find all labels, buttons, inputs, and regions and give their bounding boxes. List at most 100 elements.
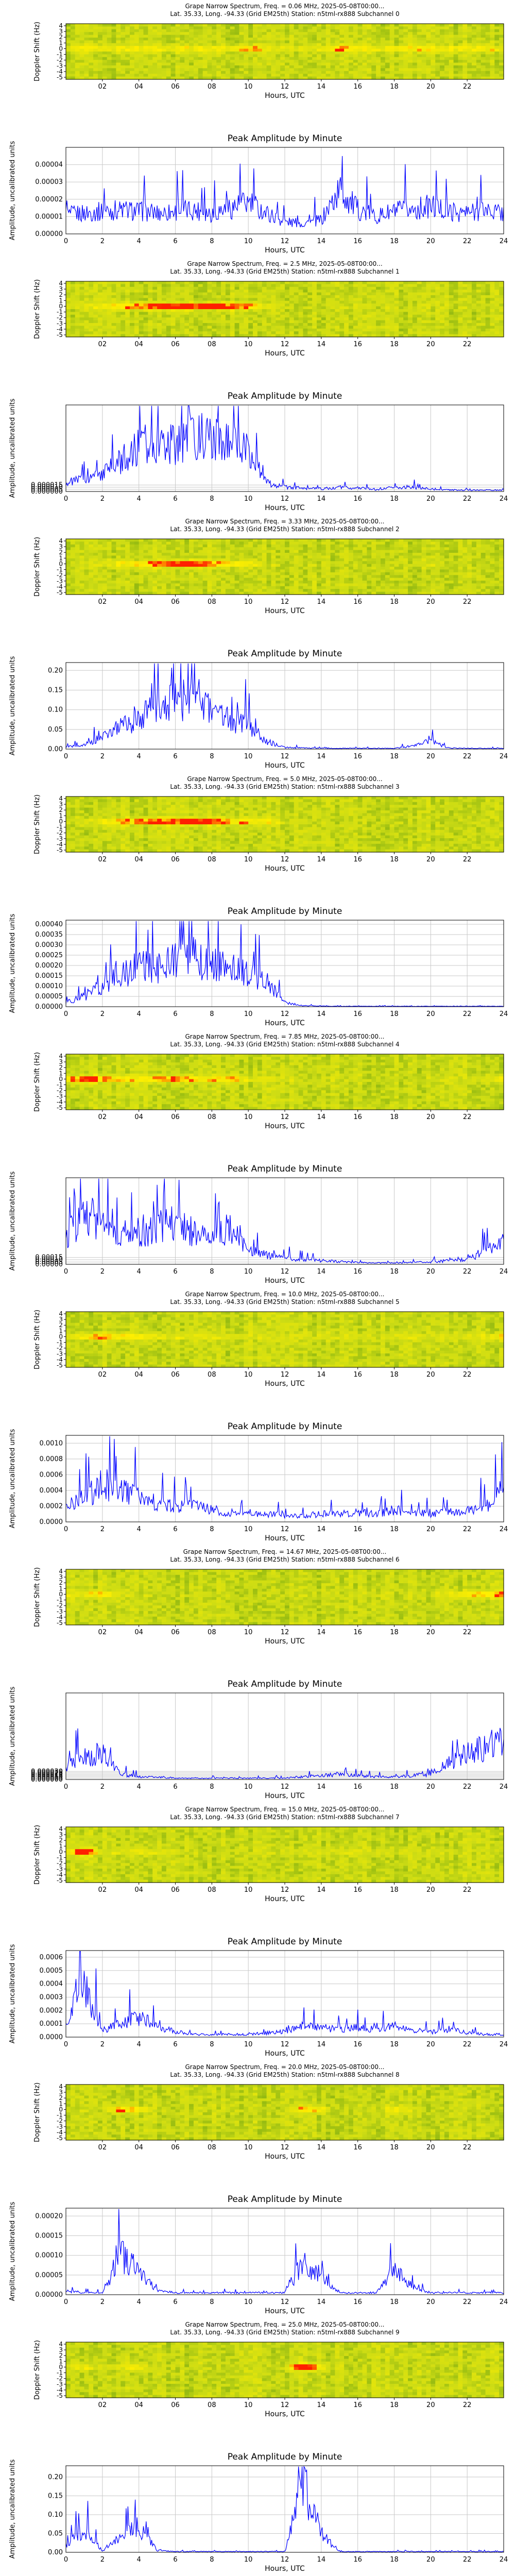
- spectrogram-cell: [325, 281, 331, 284]
- spectrogram-cell: [221, 591, 226, 595]
- spectrogram-cell: [335, 32, 340, 36]
- spectrogram-cell: [116, 317, 121, 321]
- spectrogram-cell: [248, 550, 253, 553]
- spectrogram-cell: [312, 298, 317, 301]
- spectrogram-cell: [66, 572, 71, 575]
- spectrogram-cell: [480, 48, 486, 52]
- spectrogram-cell: [367, 320, 372, 324]
- spectrogram-cell: [289, 286, 295, 290]
- spectrogram-cell: [116, 575, 121, 579]
- spectrogram-cell: [84, 312, 89, 315]
- spectrogram-cell: [403, 312, 408, 315]
- spectrogram-cell: [335, 26, 340, 30]
- spectrogram-cell: [230, 572, 235, 575]
- spectrogram-cell: [440, 284, 445, 287]
- spectrogram-cell: [84, 43, 89, 46]
- spectrogram-cell: [202, 567, 208, 570]
- spectrogram-cell: [431, 74, 436, 77]
- spectrogram-cell: [271, 29, 276, 32]
- spectrogram-cell: [225, 48, 231, 52]
- spectrogram-cell: [280, 38, 285, 41]
- spectrogram-cell: [312, 60, 317, 63]
- spectrogram-cell: [403, 286, 408, 290]
- spectrogram-cell: [462, 290, 468, 293]
- spectrogram-cell: [129, 558, 135, 562]
- spectrogram-cell: [458, 292, 463, 296]
- spectrogram-cell: [225, 555, 231, 559]
- spectrogram-cell: [107, 558, 112, 562]
- spectrum-x-tick-label: 02: [98, 83, 107, 91]
- spectrogram-cell: [148, 317, 153, 321]
- spectrogram-cell: [266, 544, 272, 548]
- spectrogram-cell: [166, 68, 171, 72]
- spectrogram-cell: [371, 24, 376, 27]
- spectrogram-cell: [116, 303, 121, 307]
- spectrogram-cell: [134, 303, 140, 307]
- spectrogram-cell: [348, 323, 354, 326]
- spectrogram-cell: [312, 303, 317, 307]
- spectrogram-cell: [417, 317, 422, 321]
- spectrogram-cell: [289, 292, 295, 296]
- spectrogram-cell: [129, 314, 135, 318]
- spectrogram-cell: [458, 46, 463, 49]
- spectrogram-cell: [212, 290, 217, 293]
- spectrogram-cell: [262, 24, 267, 27]
- spectrogram-cell: [89, 561, 94, 565]
- spectrogram-cell: [157, 286, 162, 290]
- spectrogram-cell: [125, 290, 130, 293]
- spectrogram-cell: [107, 48, 112, 52]
- spectrogram-cell: [462, 312, 468, 315]
- spectrogram-cell: [394, 295, 399, 298]
- spectrogram-cell: [234, 314, 240, 318]
- spectrogram-cell: [202, 57, 208, 60]
- spectrogram-cell: [330, 292, 335, 296]
- spectrogram-cell: [212, 317, 217, 321]
- spectrogram-cell: [480, 331, 486, 335]
- spectrogram-cell: [216, 71, 221, 74]
- spectrogram-cell: [394, 290, 399, 293]
- spectrogram-cell: [385, 32, 390, 36]
- spectrogram-cell: [93, 281, 98, 284]
- spectrogram-cell: [143, 290, 148, 293]
- spectrogram-cell: [339, 320, 345, 324]
- spectrogram-cell: [225, 52, 231, 55]
- spectrogram-cell: [89, 314, 94, 318]
- spectrogram-cell: [175, 572, 180, 575]
- spectrogram-cell: [202, 575, 208, 579]
- spectrogram-cell: [75, 57, 80, 60]
- spectrogram-cell: [262, 48, 267, 52]
- spectrogram-cell: [417, 281, 422, 284]
- spectrogram-cell: [472, 40, 477, 44]
- spectrogram-cell: [394, 52, 399, 55]
- spectrogram-cell: [170, 323, 176, 326]
- spectrogram-cell: [121, 320, 126, 324]
- spectrogram-cell: [170, 35, 176, 38]
- spectrogram-cell: [453, 29, 459, 32]
- spectrogram-cell: [193, 43, 199, 46]
- spectrogram-cell: [353, 24, 358, 27]
- spectrogram-cell: [134, 591, 140, 595]
- spectrogram-cell: [239, 60, 244, 63]
- spectrogram-cell: [129, 60, 135, 63]
- spectrogram-cell: [485, 52, 491, 55]
- spectrogram-cell: [376, 281, 381, 284]
- spectrogram-cell: [143, 40, 148, 44]
- spectrogram-cell: [84, 48, 89, 52]
- spectrogram-cell: [125, 54, 130, 58]
- spectrogram-cell: [262, 317, 267, 321]
- spectrogram-cell: [170, 312, 176, 315]
- spectrogram-cell: [152, 569, 158, 573]
- spectrogram-cell: [125, 581, 130, 584]
- spectrogram-cell: [385, 298, 390, 301]
- spectrogram-cell: [79, 555, 85, 559]
- spectrogram-cell: [276, 57, 281, 60]
- spectrogram-cell: [234, 317, 240, 321]
- spectrogram-cell: [143, 26, 148, 30]
- spectrogram-cell: [116, 35, 121, 38]
- spectrogram-cell: [262, 57, 267, 60]
- spectrogram-cell: [116, 555, 121, 559]
- spectrogram-cell: [193, 586, 199, 589]
- spectrogram-cell: [75, 569, 80, 573]
- spectrogram-cell: [330, 317, 335, 321]
- spectrogram-cell: [344, 323, 349, 326]
